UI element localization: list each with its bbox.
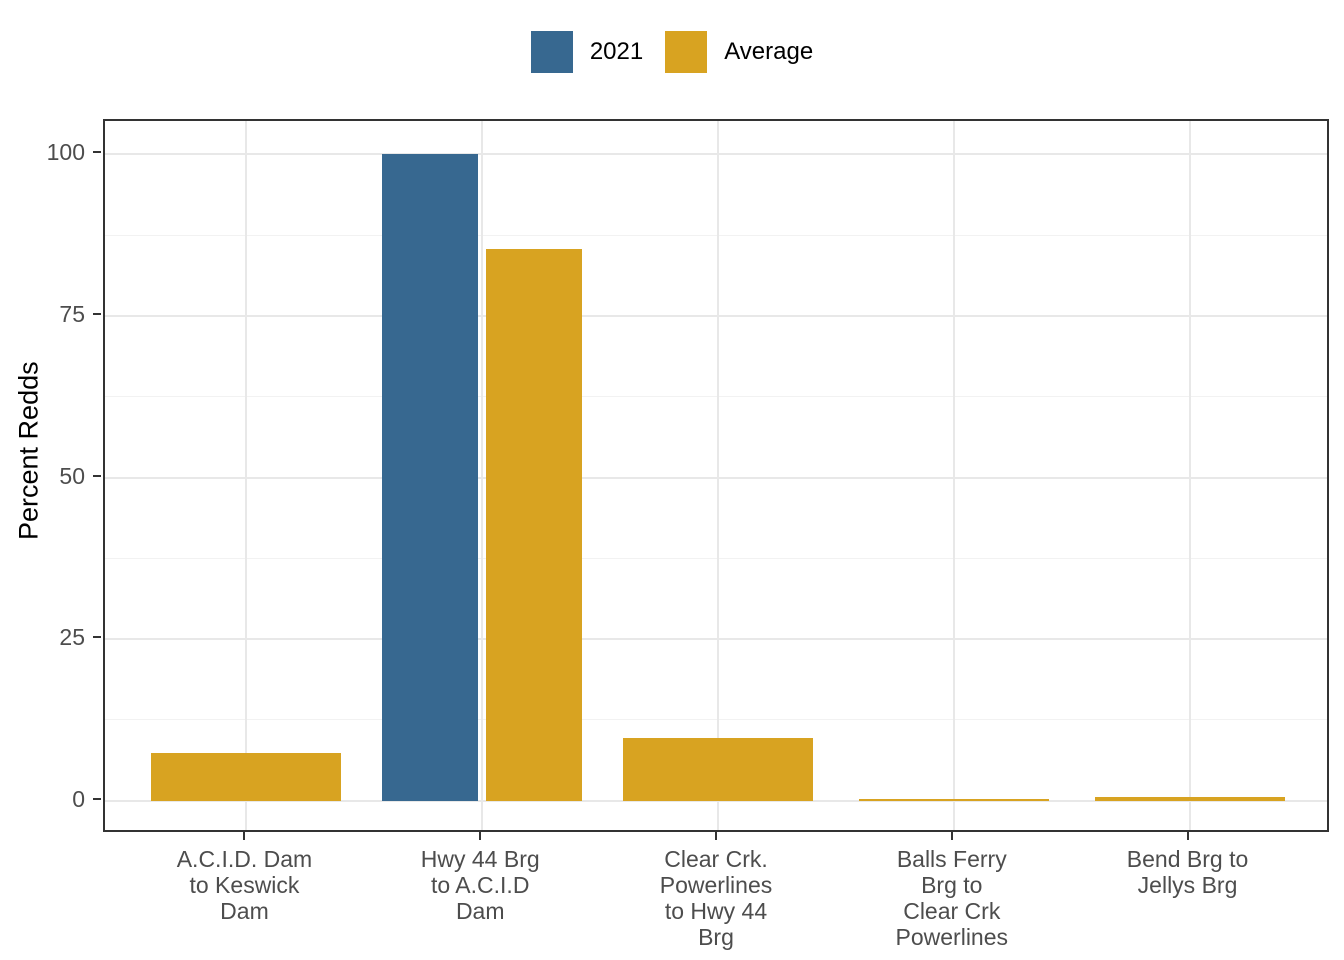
y-tick-mark (93, 151, 101, 154)
gridline-major (105, 476, 1327, 479)
gridline-major (105, 638, 1327, 641)
gridline-minor (105, 557, 1327, 559)
bar-average-4 (1094, 796, 1285, 801)
y-tick-label: 0 (72, 785, 85, 812)
y-tick-mark (93, 797, 101, 800)
gridline-minor (105, 396, 1327, 398)
y-tick-label: 50 (59, 462, 85, 489)
bar-average-1 (486, 248, 583, 801)
gridline-vertical (717, 121, 719, 830)
bar-average-0 (151, 752, 342, 801)
bar-2021-1 (382, 154, 479, 801)
gridline-minor (105, 719, 1327, 721)
x-tick-label: Balls Ferry Brg to Clear Crk Powerlines (895, 846, 1009, 950)
gridline-minor (105, 234, 1327, 236)
gridline-vertical (952, 121, 955, 830)
x-tick-mark (1186, 832, 1189, 840)
legend-item-average: Average (665, 31, 813, 73)
gridline-major (105, 799, 1327, 802)
legend-key-average-swatch (665, 31, 708, 73)
y-tick-mark (93, 474, 101, 477)
gridline-major (105, 314, 1327, 317)
gridline-vertical (245, 121, 248, 830)
y-tick-label: 100 (46, 139, 85, 166)
gridline-vertical (481, 121, 484, 830)
y-tick-label: 25 (59, 624, 85, 651)
y-tick-mark (93, 636, 101, 639)
legend-item-2021: 2021 (530, 31, 644, 73)
bar-average-2 (623, 738, 813, 801)
bar-average-3 (858, 799, 1049, 801)
legend-label-average: Average (724, 38, 814, 65)
y-tick-mark (93, 312, 101, 315)
x-tick-label: Bend Brg to Jellys Brg (1126, 846, 1249, 898)
x-tick-mark (479, 832, 482, 840)
x-tick-mark (950, 832, 953, 840)
x-tick-mark (243, 832, 246, 840)
gridline-vertical (1188, 121, 1191, 830)
x-tick-label: A.C.I.D. Dam to Keswick Dam (176, 846, 313, 924)
gridline-major (105, 153, 1327, 156)
x-tick-label: Clear Crk. Powerlines to Hwy 44 Brg (659, 846, 773, 950)
x-tick-mark (715, 832, 717, 840)
legend-key-2021-swatch (530, 31, 573, 73)
legend: 2021 Average (0, 29, 1344, 75)
legend-label-2021: 2021 (589, 38, 644, 65)
plot-panel (103, 119, 1329, 832)
x-tick-label: Hwy 44 Brg to A.C.I.D Dam (420, 846, 540, 924)
y-tick-label: 75 (59, 300, 85, 327)
